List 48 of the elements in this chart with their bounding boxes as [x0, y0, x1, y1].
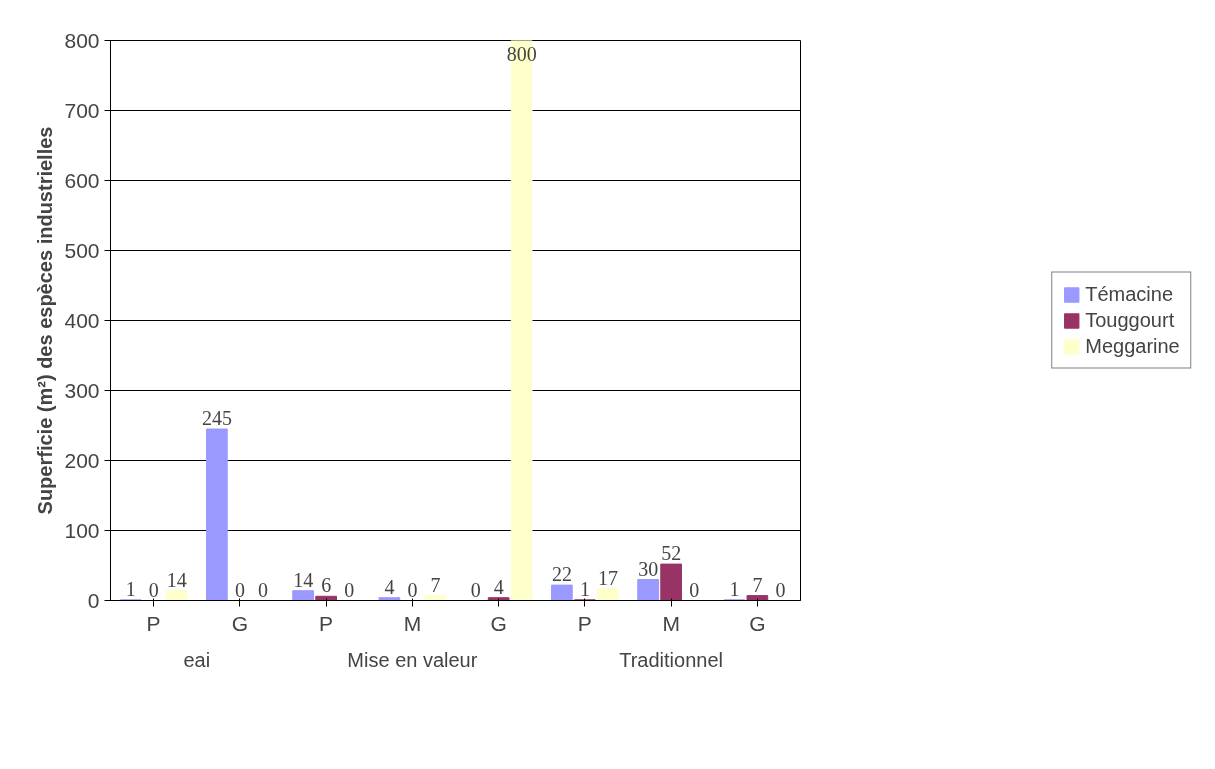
data-label: 0 — [257, 578, 268, 601]
y-tick-label: 800 — [64, 28, 100, 52]
text: Traditionnel — [619, 648, 724, 671]
data-label: 0 — [234, 578, 245, 601]
data-label: 0 — [689, 578, 700, 601]
data-label: 6 — [321, 574, 332, 597]
data-label: 0 — [470, 578, 481, 601]
data-label: 800 — [506, 42, 537, 65]
x-tick-label: P — [146, 611, 161, 635]
y-axis-title: Superficie (m²) des espèces industrielles — [34, 126, 57, 515]
x-tick-label: G — [231, 611, 249, 635]
y-tick-label: 500 — [64, 238, 100, 262]
text: eai — [183, 648, 211, 671]
data-label: 14 — [293, 568, 314, 591]
y-tick-label: 0 — [87, 588, 100, 612]
y-tick-label: 100 — [64, 518, 100, 542]
x-tick-label: G — [490, 611, 507, 635]
legend-label: Meggarine — [1085, 334, 1180, 358]
x-tick-label: M — [662, 611, 680, 635]
data-label: 0 — [407, 578, 418, 601]
data-label: 14 — [166, 568, 187, 591]
legend-label: Témacine — [1085, 282, 1174, 306]
data-label: 7 — [430, 573, 441, 596]
data-label: 4 — [384, 575, 395, 598]
y-tick-label: 300 — [64, 378, 100, 402]
data-label: 7 — [752, 573, 763, 596]
y-tick-label: 200 — [64, 448, 100, 472]
legend-label: Touggourt — [1085, 308, 1175, 332]
text: Mise en valeur — [347, 648, 478, 671]
data-label: 1 — [729, 577, 740, 600]
y-tick-label: 700 — [64, 98, 100, 122]
data-label: 0 — [148, 578, 159, 601]
x-tick-label: P — [319, 611, 334, 635]
data-label: 1 — [125, 577, 136, 600]
data-label: 0 — [775, 578, 786, 601]
data-label: 52 — [661, 542, 682, 565]
data-label: 0 — [344, 578, 355, 601]
data-label: 1 — [579, 577, 590, 600]
data-label: 245 — [201, 407, 232, 429]
data-label: 30 — [638, 557, 659, 580]
x-tick-label: M — [403, 611, 422, 635]
x-tick-label: P — [577, 611, 592, 635]
data-label: 22 — [551, 563, 572, 586]
y-tick-label: 600 — [64, 168, 100, 192]
x-tick-label: G — [749, 611, 766, 635]
data-label: 17 — [597, 566, 618, 589]
data-label: 4 — [493, 575, 504, 598]
y-tick-label: 400 — [64, 308, 100, 332]
